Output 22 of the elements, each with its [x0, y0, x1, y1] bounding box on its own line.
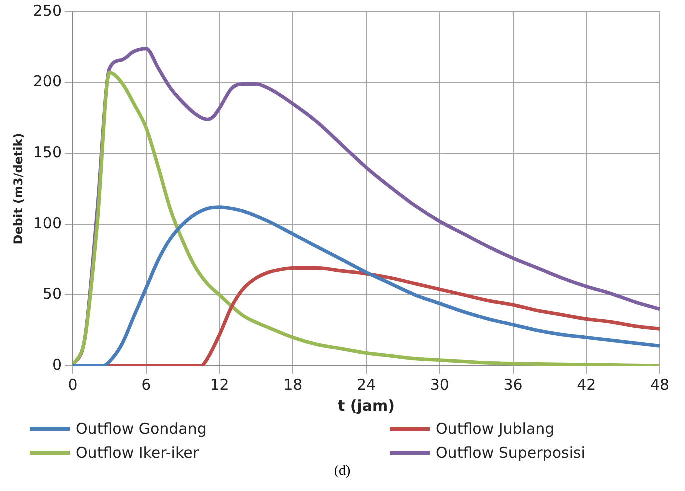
legend-label: Outflow Iker-iker	[76, 444, 199, 462]
y-axis-title: Debit (m3/detik)	[11, 133, 26, 245]
x-tick-label: 6	[142, 376, 152, 394]
y-tick-label: 0	[52, 356, 62, 374]
x-tick-label: 12	[210, 376, 230, 394]
x-tick-label: 18	[284, 376, 303, 394]
x-tick-label: 24	[356, 376, 376, 394]
y-tick-label: 50	[42, 285, 62, 304]
x-axis-title: t (jam)	[338, 396, 396, 415]
y-tick-label: 200	[33, 72, 62, 91]
legend-label: Outflow Superposisi	[436, 444, 586, 462]
y-tick-label: 250	[33, 2, 62, 20]
y-tick-label: 150	[33, 143, 62, 162]
legend-label: Outflow Jublang	[436, 420, 555, 438]
x-tick-label: 48	[650, 376, 670, 394]
x-tick-label: 42	[577, 376, 596, 394]
legend-label: Outflow Gondang	[76, 420, 207, 438]
x-tick-label: 0	[68, 376, 78, 394]
x-tick-label: 36	[504, 376, 523, 394]
x-tick-label: 30	[430, 376, 450, 394]
text: (d)	[333, 464, 352, 480]
y-tick-label: 100	[33, 214, 62, 232]
